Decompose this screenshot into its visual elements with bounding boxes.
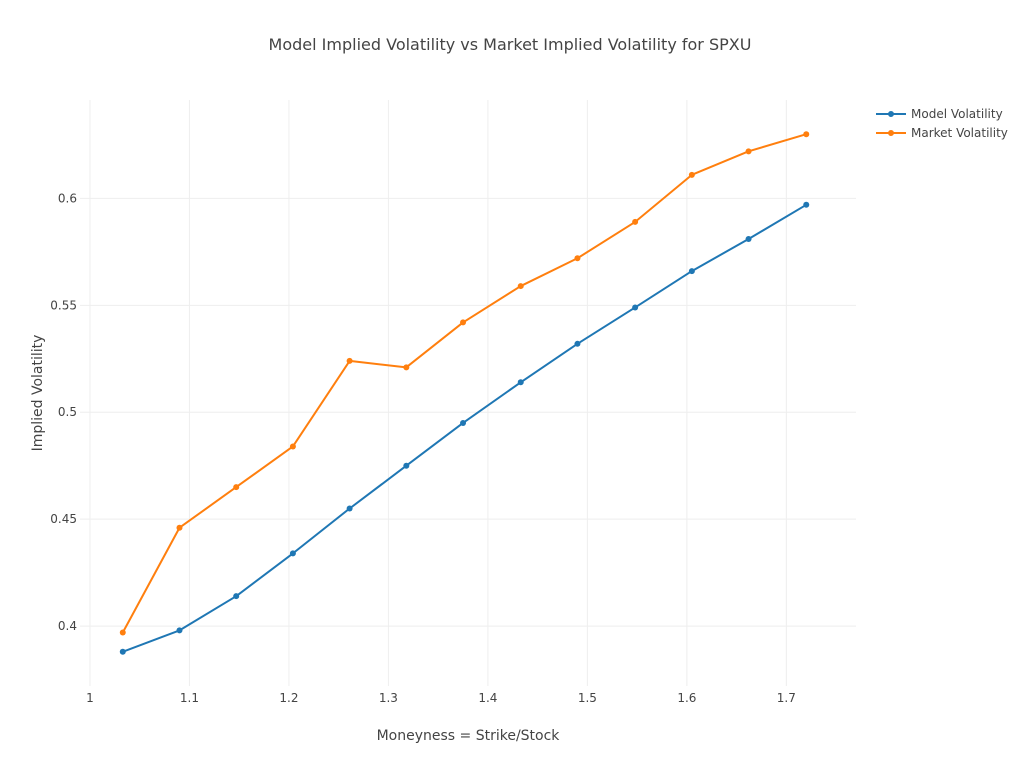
x-tick-label: 1.7	[777, 691, 796, 705]
data-point-market-volatility[interactable]	[460, 319, 467, 326]
data-point-market-volatility[interactable]	[346, 357, 353, 364]
x-axis-title: Moneyness = Strike/Stock	[377, 728, 561, 744]
data-point-model-volatility[interactable]	[346, 505, 353, 512]
data-point-model-volatility[interactable]	[233, 593, 240, 600]
data-point-model-volatility[interactable]	[574, 340, 581, 347]
series-line-market-volatility	[121, 133, 807, 634]
x-tick-label: 1.5	[578, 691, 597, 705]
series-line-model-volatility	[122, 203, 807, 653]
legend[interactable]: Model Volatility Market Volatility	[876, 107, 1008, 140]
x-tick-label: 1.3	[379, 691, 398, 705]
y-tick-label: 0.45	[50, 512, 77, 526]
data-point-model-volatility[interactable]	[803, 201, 810, 208]
series-model-volatility	[119, 201, 810, 655]
data-point-market-volatility[interactable]	[289, 443, 296, 450]
x-tick-label: 1	[86, 691, 94, 705]
legend-swatch-marker	[888, 111, 894, 117]
data-point-model-volatility[interactable]	[688, 268, 695, 275]
series-market-volatility	[119, 131, 810, 636]
data-point-market-volatility[interactable]	[233, 484, 240, 491]
data-point-market-volatility[interactable]	[574, 255, 581, 262]
legend-swatch-marker	[888, 130, 894, 136]
grid-lines	[80, 100, 856, 686]
data-point-market-volatility[interactable]	[403, 364, 410, 371]
data-point-model-volatility[interactable]	[119, 648, 126, 655]
y-tick-label: 0.55	[50, 298, 77, 312]
data-point-market-volatility[interactable]	[632, 218, 639, 225]
x-tick-label: 1.6	[677, 691, 696, 705]
legend-label: Market Volatility	[911, 126, 1008, 140]
data-point-market-volatility[interactable]	[176, 524, 183, 531]
series-layer	[119, 131, 810, 655]
x-tick-label: 1.4	[478, 691, 497, 705]
data-point-model-volatility[interactable]	[403, 462, 410, 469]
tick-labels: 1 1.1 1.2 1.3 1.4 1.5 1.6 1.7 0.4 0.45 0.5 0.55 0.6	[50, 191, 796, 705]
legend-item-model-volatility[interactable]: Model Volatility	[876, 107, 1003, 121]
data-point-model-volatility[interactable]	[517, 379, 524, 386]
data-point-market-volatility[interactable]	[745, 148, 752, 155]
data-point-market-volatility[interactable]	[517, 283, 524, 290]
data-point-model-volatility[interactable]	[176, 627, 183, 634]
data-point-market-volatility[interactable]	[803, 131, 810, 138]
y-tick-label: 0.5	[58, 405, 77, 419]
data-point-model-volatility[interactable]	[632, 304, 639, 311]
chart-title: Model Implied Volatility vs Market Impli…	[269, 35, 752, 54]
x-tick-label: 1.1	[180, 691, 199, 705]
y-tick-label: 0.4	[58, 619, 77, 633]
y-axis-title: Implied Volatility	[30, 335, 46, 452]
legend-label: Model Volatility	[911, 107, 1003, 121]
x-tick-label: 1.2	[279, 691, 298, 705]
y-tick-label: 0.6	[58, 191, 77, 205]
legend-item-market-volatility[interactable]: Market Volatility	[876, 126, 1008, 140]
data-point-market-volatility[interactable]	[688, 171, 695, 178]
data-point-market-volatility[interactable]	[119, 629, 126, 636]
data-point-model-volatility[interactable]	[289, 550, 296, 557]
data-point-model-volatility[interactable]	[745, 236, 752, 243]
data-point-model-volatility[interactable]	[460, 419, 467, 426]
